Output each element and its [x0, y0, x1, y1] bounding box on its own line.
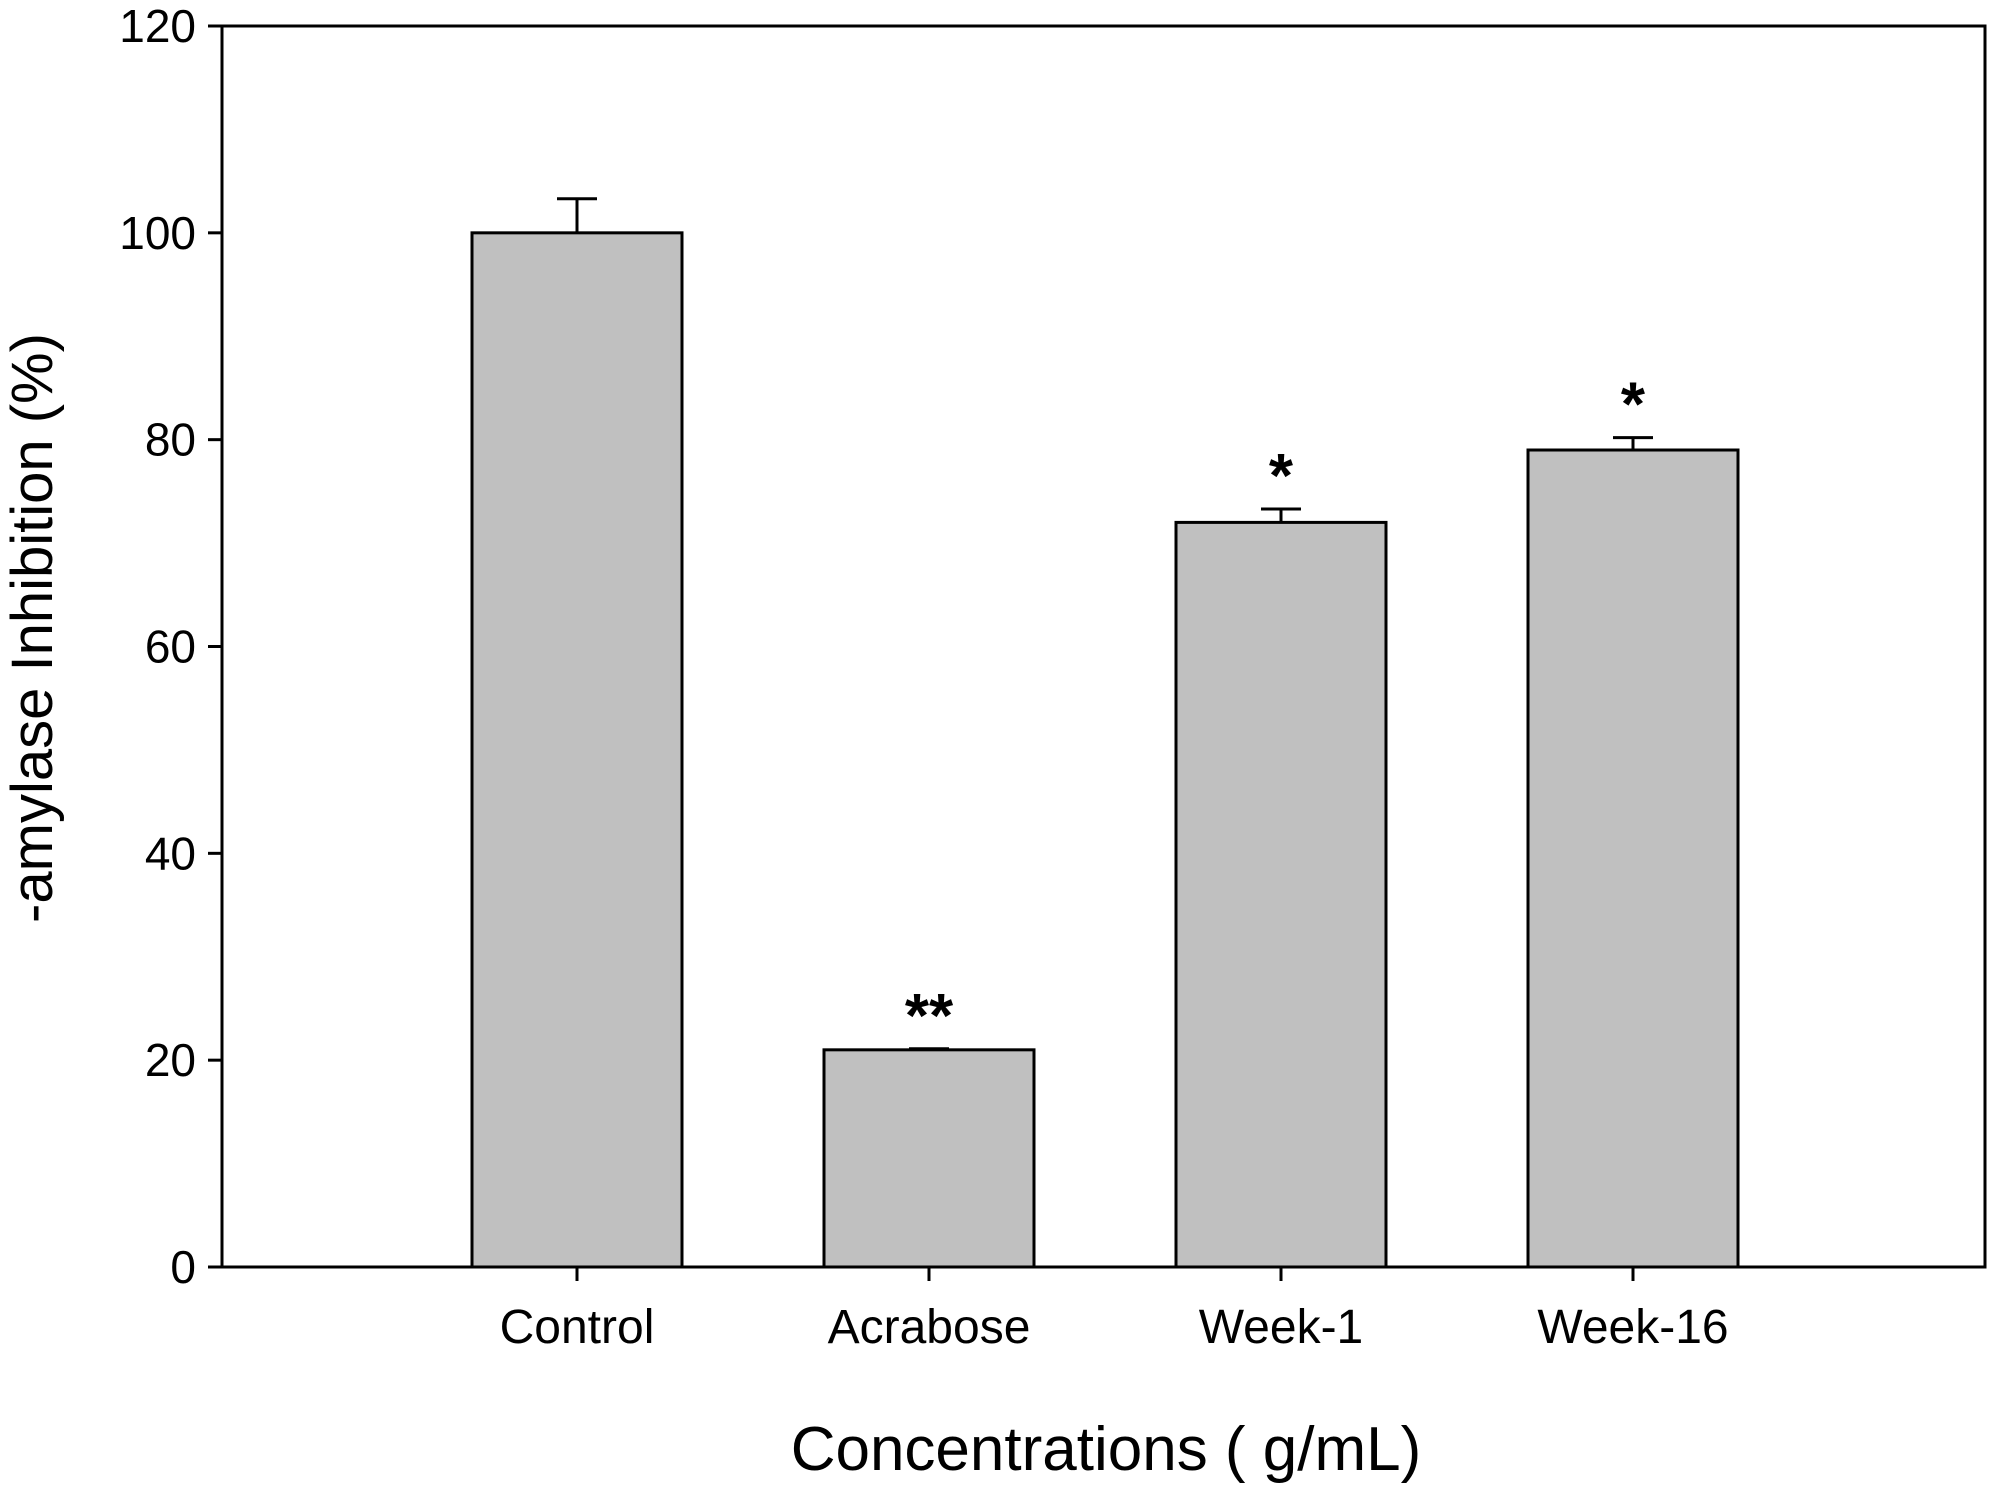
labels: 0 20 40 60 80 100 120 Control ** Acrabose * Week-1 *…	[119, 0, 1728, 1354]
y-tick-label: 80	[145, 414, 196, 466]
significance-marker: *	[1269, 442, 1294, 511]
y-axis-title: -amylase Inhibition (%)	[0, 333, 65, 923]
x-tick-label: Control	[500, 1301, 655, 1354]
bar	[1526, 448, 1740, 1269]
x-tick-label: Week-1	[1199, 1301, 1364, 1354]
bar	[822, 1048, 1036, 1269]
bars	[470, 197, 1740, 1269]
y-tick-label: 60	[145, 621, 196, 673]
bar	[470, 231, 684, 1269]
significance-marker: *	[1621, 371, 1646, 440]
x-tick-label: Acrabose	[828, 1301, 1031, 1354]
y-tick-label: 40	[145, 827, 196, 879]
significance-marker: **	[905, 982, 954, 1051]
y-tick-label: 100	[119, 207, 196, 259]
y-tick-label: 120	[119, 0, 196, 52]
y-tick-label: 20	[145, 1034, 196, 1086]
bar	[1174, 520, 1388, 1269]
x-tick-label: Week-16	[1537, 1301, 1728, 1354]
x-axis-title: Concentrations ( g/mL)	[791, 1415, 1422, 1484]
y-tick-label: 0	[170, 1241, 196, 1293]
axes	[208, 24, 1987, 1281]
